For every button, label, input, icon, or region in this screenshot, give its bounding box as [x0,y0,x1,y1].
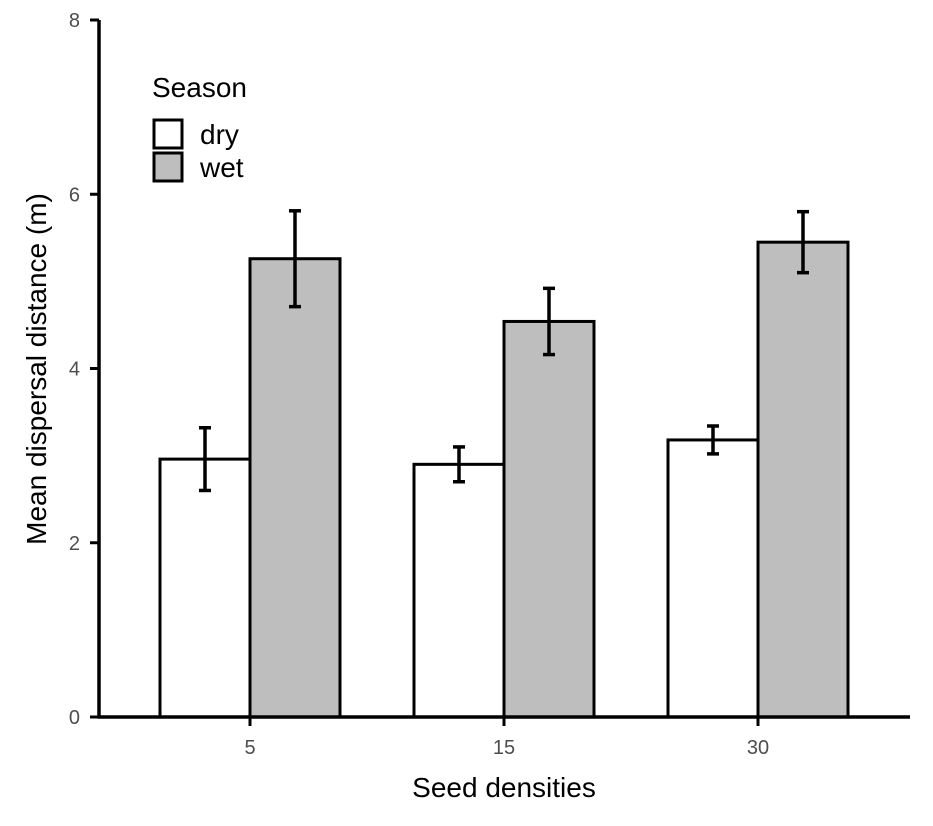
error-bar-dry-15 [453,445,465,484]
y-tick-label-2: 2 [69,533,80,555]
bars-layer [158,240,850,719]
y-tick-label-6: 6 [69,184,80,206]
bar-dry-5 [158,457,252,719]
legend-swatch-wet [152,151,184,183]
bar-wet-30 [756,240,850,719]
legend: Season dry wet [152,72,247,183]
legend-swatch-dry [152,118,184,150]
error-bar-wet-30 [797,209,809,275]
y-tick-label-8: 8 [69,10,80,32]
bar-dry-15 [412,462,506,719]
x-tick-label-15: 15 [493,737,515,759]
error-bar-dry-30 [707,424,719,456]
y-axis-title: Mean dispersal distance (m) [21,193,52,545]
error-bar-dry-5 [199,425,211,493]
legend-label-wet: wet [199,152,244,183]
error-bar-wet-15 [543,286,555,357]
error-bar-wet-5 [289,209,301,309]
legend-label-dry: dry [200,119,239,150]
bar-dry-30 [666,438,760,719]
bar-wet-5 [248,257,342,719]
y-tick-label-0: 0 [69,707,80,729]
x-axis-title: Seed densities [412,772,596,803]
ticks-layer: 0 2 4 6 8 5 15 30 [69,10,769,759]
error-bars-layer [199,209,809,493]
y-tick-label-4: 4 [69,359,80,381]
x-tick-label-5: 5 [244,737,255,759]
bar-wet-15 [502,319,596,719]
x-tick-label-30: 30 [747,737,769,759]
legend-title: Season [152,72,247,103]
